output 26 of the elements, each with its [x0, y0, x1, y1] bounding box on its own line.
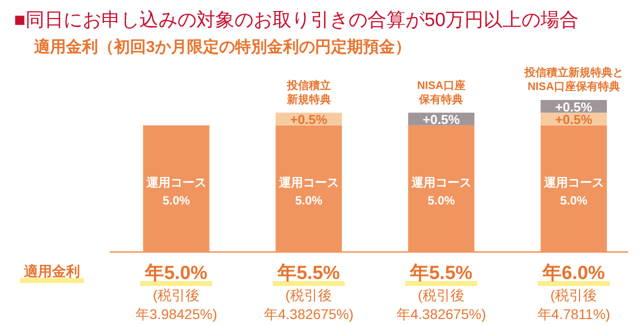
data-label: 5.0% — [560, 194, 588, 208]
total-label: 年5.5% — [409, 263, 473, 284]
data-label: 5.0% — [428, 194, 456, 208]
data-label: 5.0% — [295, 194, 323, 208]
text: (税引後年4.382675%) — [396, 287, 486, 322]
total-label: 年5.0% — [144, 263, 208, 284]
chart-title: ■同日にお申し込みの対象のお取り引きの合算が50万円以上の場合 — [14, 9, 579, 31]
data-label: 5.0% — [162, 194, 190, 208]
x-tick-label: NISA口座保有特典 — [416, 78, 466, 107]
text: (税引後年4.7811%) — [537, 287, 610, 322]
data-label: +0.5% — [555, 112, 593, 127]
text: (税引後年3.98425%) — [135, 287, 218, 322]
data-label: +0.5% — [290, 112, 328, 127]
x-tick-label: 投信積立新規特典とNISA口座保有特典 — [523, 66, 624, 94]
total-label: 年6.0% — [542, 263, 606, 284]
chart-subtitle: 適用金利（初回3か月限定の特別金利の円定期預金） — [33, 37, 411, 56]
data-label: +0.5% — [422, 112, 460, 127]
text: (税引後年4.382675%) — [264, 287, 354, 322]
text: 適用金利 — [23, 263, 80, 279]
total-label: 年5.5% — [276, 263, 340, 284]
text: 運用コース — [544, 176, 604, 190]
data-label: +0.5% — [555, 99, 593, 114]
text: 運用コース — [411, 176, 472, 190]
text: 運用コース — [278, 176, 339, 190]
x-tick-label: 投信積立新規特典 — [286, 78, 332, 107]
series-label: 運用コース — [145, 176, 206, 190]
